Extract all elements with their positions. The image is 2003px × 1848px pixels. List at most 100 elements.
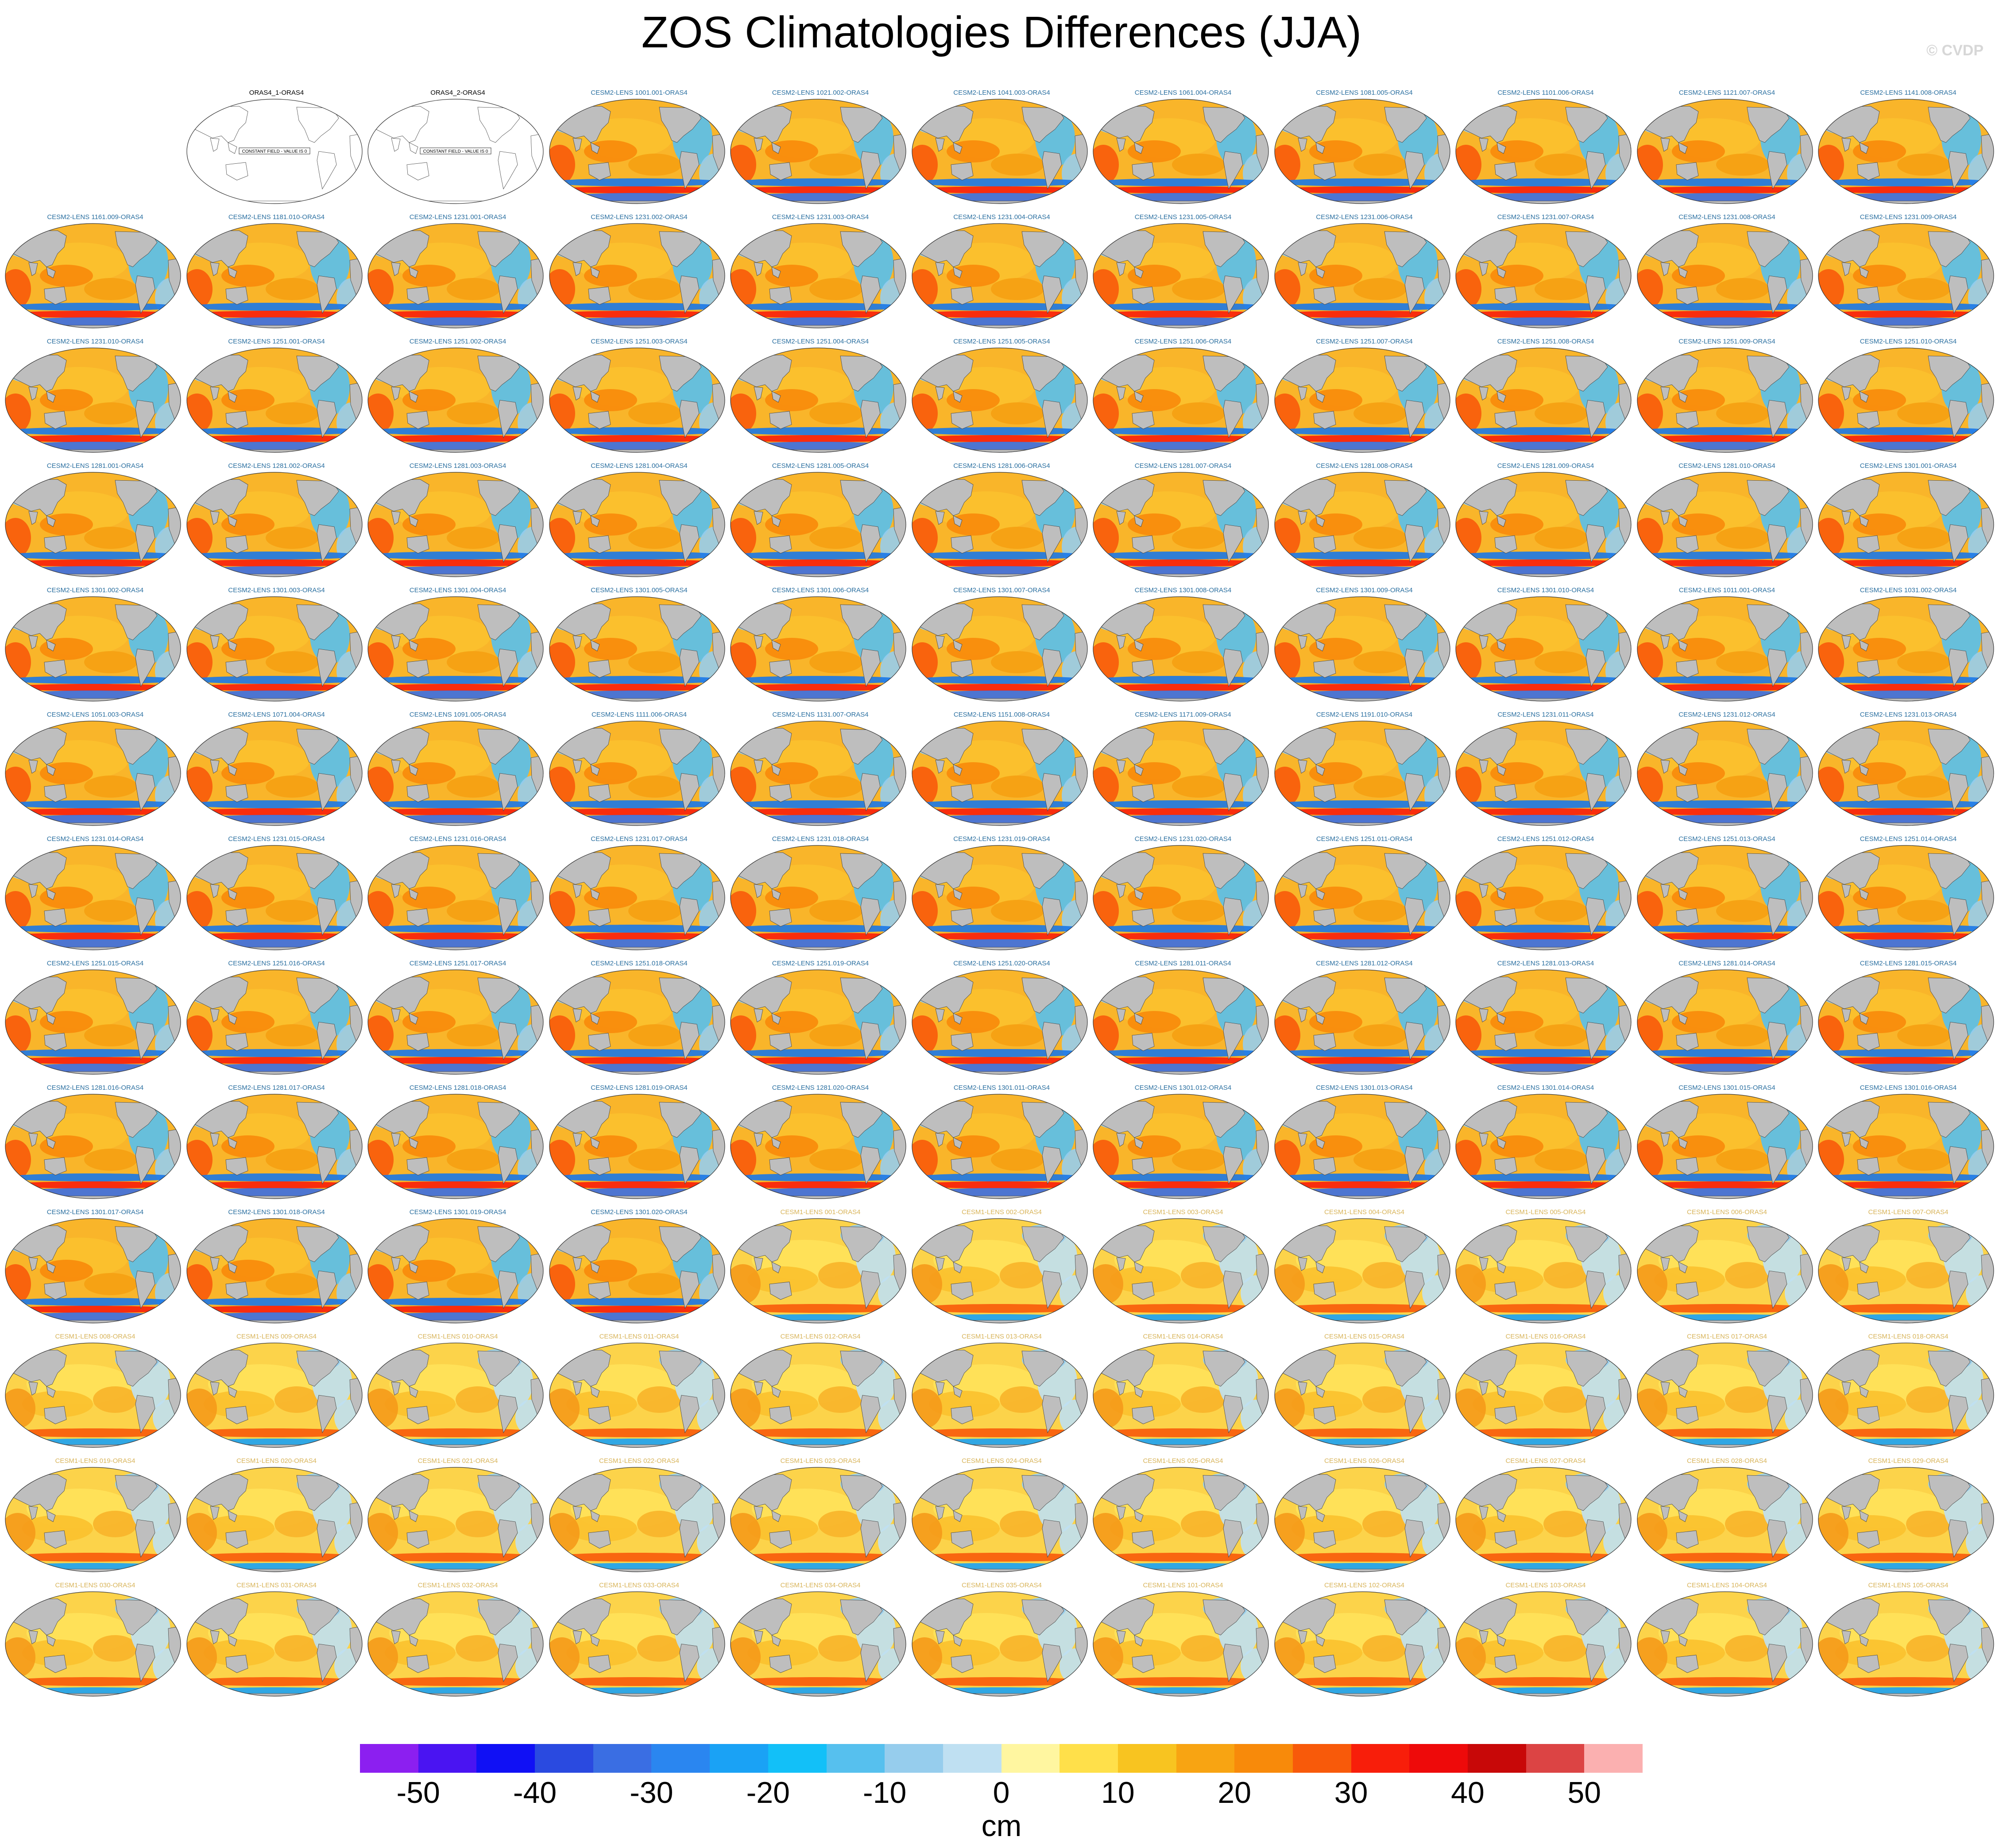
map-panel: CESM2-LENS 1231.015-ORAS4: [186, 835, 367, 954]
colorbar-tick-label: -40: [513, 1776, 557, 1809]
panel-label: CESM1-LENS 105-ORAS4: [1868, 1582, 1949, 1589]
map-panel: CESM1-LENS 032-ORAS4: [367, 1581, 549, 1701]
panel-label: CESM2-LENS 1301.017-ORAS4: [46, 1208, 144, 1216]
panel-label: CESM1-LENS 007-ORAS4: [1868, 1208, 1949, 1216]
panel-label: CESM2-LENS 1061.004-ORAS4: [1134, 89, 1232, 96]
panel-label: CESM2-LENS 1251.011-ORAS4: [1316, 835, 1413, 843]
map-panel: CESM1-LENS 012-ORAS4: [730, 1332, 911, 1452]
panel-label: CESM2-LENS 1251.005-ORAS4: [953, 338, 1050, 345]
panel-label: CESM2-LENS 1301.004-ORAS4: [409, 586, 507, 594]
map-plot: [5, 969, 181, 1075]
panel-label: CESM1-LENS 023-ORAS4: [780, 1457, 861, 1465]
map-panel: CESM2-LENS 1281.018-ORAS4: [367, 1084, 549, 1203]
map-panel: CESM1-LENS 001-ORAS4: [730, 1208, 911, 1327]
map-plot: [1093, 969, 1269, 1075]
panel-label: CESM2-LENS 1181.010-ORAS4: [228, 213, 325, 221]
panel-label: CESM2-LENS 1251.010-ORAS4: [1860, 338, 1957, 345]
panel-label: CESM2-LENS 1301.001-ORAS4: [1860, 462, 1957, 470]
colorbar-box: [535, 1744, 593, 1773]
map-panel: CESM2-LENS 1301.003-ORAS4: [186, 586, 367, 706]
map-panel: CESM1-LENS 034-ORAS4: [730, 1581, 911, 1701]
map-panel: CESM2-LENS 1081.005-ORAS4: [1274, 89, 1455, 208]
panel-label: CESM2-LENS 1281.016-ORAS4: [46, 1084, 144, 1092]
map-plot: [1093, 845, 1269, 950]
map-panel: CESM2-LENS 1251.017-ORAS4: [367, 959, 549, 1079]
map-panel: CESM1-LENS 029-ORAS4: [1817, 1457, 1999, 1576]
map-plot: [5, 1218, 181, 1323]
map-plot: [730, 845, 906, 950]
panel-label: CESM2-LENS 1231.006-ORAS4: [1316, 213, 1413, 221]
panel-label: CESM1-LENS 002-ORAS4: [962, 1208, 1042, 1216]
map-plot: [1274, 1467, 1450, 1572]
map-panel: CESM2-LENS 1301.012-ORAS4: [1092, 1084, 1274, 1203]
colorbar-box: [943, 1744, 1002, 1773]
panel-label: CESM1-LENS 034-ORAS4: [780, 1582, 861, 1589]
panel-label: CESM1-LENS 016-ORAS4: [1505, 1333, 1586, 1340]
panel-label: CESM2-LENS 1301.008-ORAS4: [1134, 586, 1232, 594]
panel-label: CESM2-LENS 1301.015-ORAS4: [1678, 1084, 1775, 1092]
panel-label: CESM2-LENS 1281.018-ORAS4: [409, 1084, 507, 1092]
panel-label: ORAS4_2-ORAS4: [430, 89, 485, 96]
map-plot: [549, 1343, 725, 1448]
panel-label: CESM2-LENS 1301.013-ORAS4: [1316, 1084, 1413, 1092]
map-plot: [1818, 99, 1994, 204]
colorbar-tick-label: 10: [1101, 1776, 1135, 1809]
map-plot: [1455, 1343, 1632, 1448]
map-panel: CESM1-LENS 022-ORAS4: [549, 1457, 730, 1576]
map-panel: CESM2-LENS 1231.002-ORAS4: [549, 213, 730, 332]
panel-label: CESM1-LENS 028-ORAS4: [1687, 1457, 1767, 1465]
map-panel: CESM2-LENS 1301.014-ORAS4: [1455, 1084, 1636, 1203]
map-plot: [1636, 1218, 1813, 1323]
panel-label: CESM1-LENS 014-ORAS4: [1143, 1333, 1223, 1340]
map-panel: CESM1-LENS 028-ORAS4: [1636, 1457, 1818, 1576]
map-plot: [1455, 1218, 1632, 1323]
map-panel: CESM1-LENS 017-ORAS4: [1636, 1332, 1818, 1452]
panel-label: CESM2-LENS 1301.002-ORAS4: [46, 586, 144, 594]
map-panel: CESM1-LENS 018-ORAS4: [1817, 1332, 1999, 1452]
map-panel: CESM2-LENS 1301.005-ORAS4: [549, 586, 730, 706]
map-plot: [1455, 596, 1632, 702]
map-panel: CESM1-LENS 016-ORAS4: [1455, 1332, 1636, 1452]
panel-label: CESM2-LENS 1231.016-ORAS4: [409, 835, 507, 843]
panel-label: CESM2-LENS 1281.020-ORAS4: [772, 1084, 869, 1092]
panel-label: CESM2-LENS 1301.003-ORAS4: [228, 586, 325, 594]
panel-label: CESM1-LENS 020-ORAS4: [236, 1457, 317, 1465]
map-plot: [367, 1467, 544, 1572]
map-panel: CESM2-LENS 1301.004-ORAS4: [367, 586, 549, 706]
map-plot: [549, 1467, 725, 1572]
map-plot: [367, 969, 544, 1075]
panel-label: CESM2-LENS 1001.001-ORAS4: [591, 89, 688, 96]
panel-label: CESM1-LENS 008-ORAS4: [55, 1333, 135, 1340]
map-plot: [1818, 1591, 1994, 1697]
colorbar-tick-label: 0: [993, 1776, 1010, 1809]
colorbar-box: [1001, 1744, 1060, 1773]
map-plot: [1636, 1094, 1813, 1199]
map-panel: CESM1-LENS 015-ORAS4: [1274, 1332, 1455, 1452]
panel-label: CESM2-LENS 1281.009-ORAS4: [1497, 462, 1594, 470]
map-panel: CESM2-LENS 1251.015-ORAS4: [4, 959, 186, 1079]
colorbar-tick-label: -30: [630, 1776, 673, 1809]
map-plot: [1636, 472, 1813, 577]
map-panel: CESM1-LENS 027-ORAS4: [1455, 1457, 1636, 1576]
panel-label: CESM2-LENS 1251.009-ORAS4: [1678, 338, 1775, 345]
colorbar-box: [1118, 1744, 1176, 1773]
colorbar-tick-label: -20: [746, 1776, 790, 1809]
colorbar-tick-label: 40: [1451, 1776, 1485, 1809]
panel-label: CESM2-LENS 1231.003-ORAS4: [772, 213, 869, 221]
panel-label: CESM1-LENS 104-ORAS4: [1687, 1582, 1767, 1589]
map-panel: CESM2-LENS 1231.005-ORAS4: [1092, 213, 1274, 332]
map-plot: [1455, 223, 1632, 328]
map-panel: CESM1-LENS 024-ORAS4: [911, 1457, 1093, 1576]
map-plot: [1818, 223, 1994, 328]
panel-label: CESM2-LENS 1231.012-ORAS4: [1678, 711, 1775, 718]
panel-label: CESM1-LENS 032-ORAS4: [418, 1582, 498, 1589]
panel-label: CESM1-LENS 012-ORAS4: [780, 1333, 861, 1340]
panel-label: CESM2-LENS 1231.010-ORAS4: [46, 338, 144, 345]
map-panel: CESM2-LENS 1231.001-ORAS4: [367, 213, 549, 332]
map-plot: [911, 1218, 1088, 1323]
map-panel: CESM2-LENS 1251.007-ORAS4: [1274, 337, 1455, 457]
panel-label: CESM1-LENS 027-ORAS4: [1505, 1457, 1586, 1465]
map-plot: [367, 347, 544, 453]
map-plot: [1093, 347, 1269, 453]
map-panel: CESM2-LENS 1251.001-ORAS4: [186, 337, 367, 457]
